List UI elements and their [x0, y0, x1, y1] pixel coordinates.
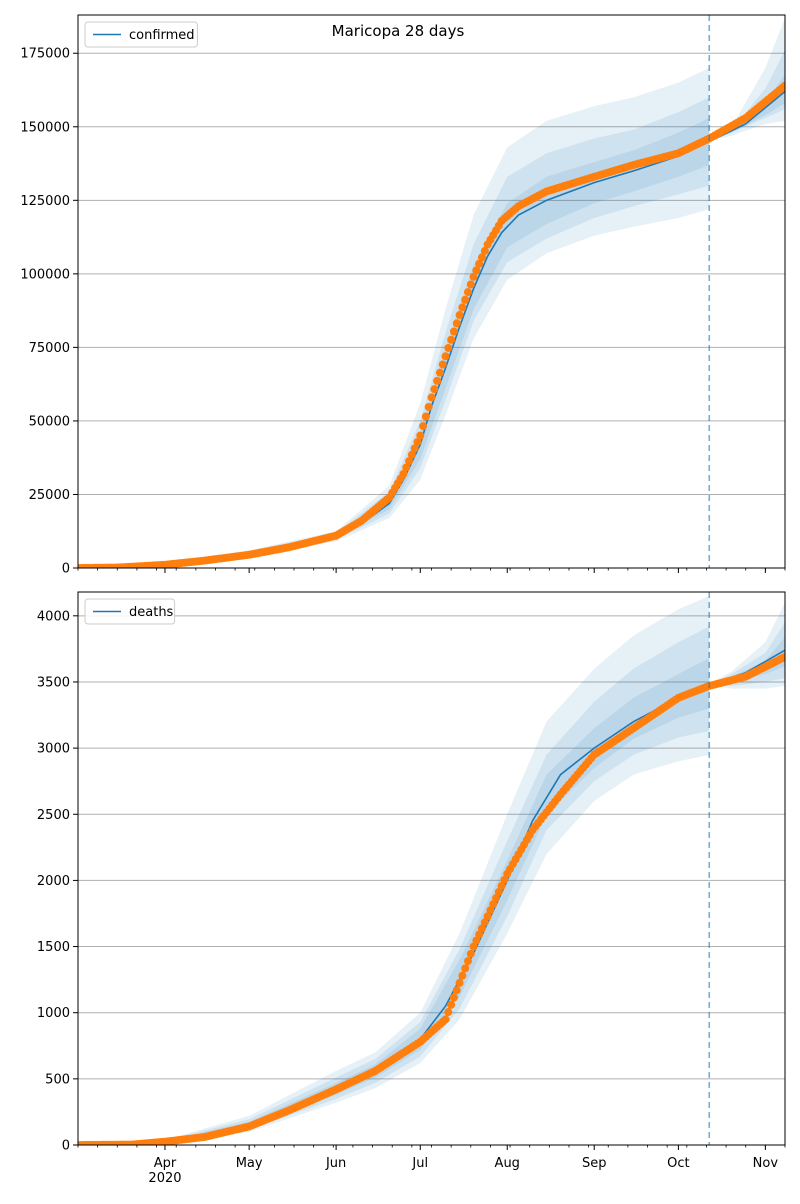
observed-point [447, 1000, 456, 1009]
y-tick-label: 500 [45, 1072, 70, 1087]
y-tick-label: 25000 [29, 488, 70, 503]
y-tick-label: 150000 [20, 120, 70, 135]
observed-point [419, 422, 428, 431]
plot-area [78, 595, 785, 1145]
observed-point [461, 964, 470, 973]
observed-point [452, 319, 461, 328]
observed-point [461, 295, 470, 304]
y-tick-label: 1000 [37, 1006, 70, 1021]
observed-point [475, 259, 484, 268]
y-tick-label: 0 [62, 562, 70, 577]
observed-point [478, 924, 486, 933]
observed-point [455, 978, 464, 987]
observed-point [469, 942, 478, 951]
x-tick-label: Nov [753, 1156, 779, 1171]
x-axis: Apr May Jun Jul Aug Sep Oct Nov 2020 [148, 1156, 778, 1186]
observed-point [430, 385, 439, 394]
observed-point [424, 402, 433, 411]
uncertainty-band-middle [78, 50, 785, 568]
observed-point [483, 912, 492, 921]
observed-point [492, 894, 501, 903]
observed-point [405, 457, 414, 466]
observed-point [463, 957, 472, 966]
observed-point [407, 450, 416, 459]
observed-point [480, 246, 489, 255]
legend-box [84, 598, 176, 625]
uncertainty-band-outer [78, 17, 785, 568]
observed-point [466, 949, 475, 958]
y-tick-label: 3000 [37, 742, 70, 757]
uncertainty-band-middle [78, 622, 785, 1145]
observed-point [444, 343, 453, 352]
y-tick-label: 1500 [37, 940, 70, 955]
observed-point [435, 368, 444, 377]
y-tick-label: 3500 [37, 675, 70, 690]
observed-point [458, 971, 467, 980]
observed-point [489, 900, 498, 909]
x-tick-label: Oct [667, 1156, 689, 1171]
observed-point [781, 81, 785, 90]
y-tick-label: 75000 [29, 341, 70, 356]
observed-point [433, 376, 442, 385]
x-year-label: 2020 [148, 1171, 181, 1186]
observed-point [447, 335, 456, 344]
observed-point [438, 360, 447, 369]
observed-point [402, 463, 411, 472]
confirmed-panel: 0 25000 50000 75000 100000 125000 150000 175000… [20, 14, 786, 577]
y-tick-label: 175000 [20, 47, 70, 62]
x-tick-label: Sep [582, 1156, 607, 1171]
y-tick-label: 2000 [37, 874, 70, 889]
observed-point [427, 393, 436, 402]
observed-point [781, 652, 785, 661]
observed-point [399, 469, 408, 478]
observed-point [466, 280, 475, 289]
observed-point [469, 272, 478, 281]
legend-label: deaths [129, 605, 174, 620]
observed-point [441, 352, 450, 361]
observed-point [472, 936, 481, 945]
y-tick-label: 100000 [20, 267, 70, 282]
uncertainty-band-inner [78, 73, 785, 568]
observed-point [458, 303, 467, 312]
observed-point [421, 412, 430, 421]
observed-point [475, 930, 484, 939]
x-tick-label: Jul [411, 1156, 428, 1171]
legend-box [84, 21, 198, 48]
x-tick-label: Aug [495, 1156, 520, 1171]
observed-point [449, 993, 458, 1002]
observed-point [410, 444, 419, 453]
legend: confirmed [84, 21, 198, 48]
observed-point [494, 887, 503, 896]
legend: deaths [84, 598, 176, 625]
observed-point [480, 918, 489, 927]
observed-point [416, 431, 425, 440]
observed-point [444, 1008, 453, 1017]
observed-point [463, 288, 472, 297]
observed-point [500, 875, 509, 884]
observed-point [452, 986, 461, 995]
observed-point [455, 311, 464, 320]
observed-point [413, 438, 422, 447]
observed-point [478, 253, 486, 262]
y-tick-label: 0 [62, 1139, 70, 1154]
observed-point [441, 1015, 450, 1024]
plot-area [78, 17, 785, 568]
deaths-panel: 0 500 1000 1500 2000 2500 3000 3500 4000 deaths [37, 591, 786, 1154]
observed-point [472, 266, 481, 275]
y-tick-label: 125000 [20, 194, 70, 209]
x-tick-label: Apr [154, 1156, 177, 1171]
y-tick-label: 2500 [37, 808, 70, 823]
x-tick-label: May [236, 1156, 263, 1171]
observed-point [497, 881, 506, 890]
legend-label: confirmed [129, 28, 195, 43]
x-tick-label: Jun [325, 1156, 346, 1171]
y-tick-label: 4000 [37, 609, 70, 624]
y-tick-label: 50000 [29, 414, 70, 429]
uncertainty-band-outer [78, 595, 785, 1145]
observed-point [449, 327, 458, 336]
chart-title: Maricopa 28 days [332, 22, 465, 40]
observed-point [486, 906, 495, 915]
